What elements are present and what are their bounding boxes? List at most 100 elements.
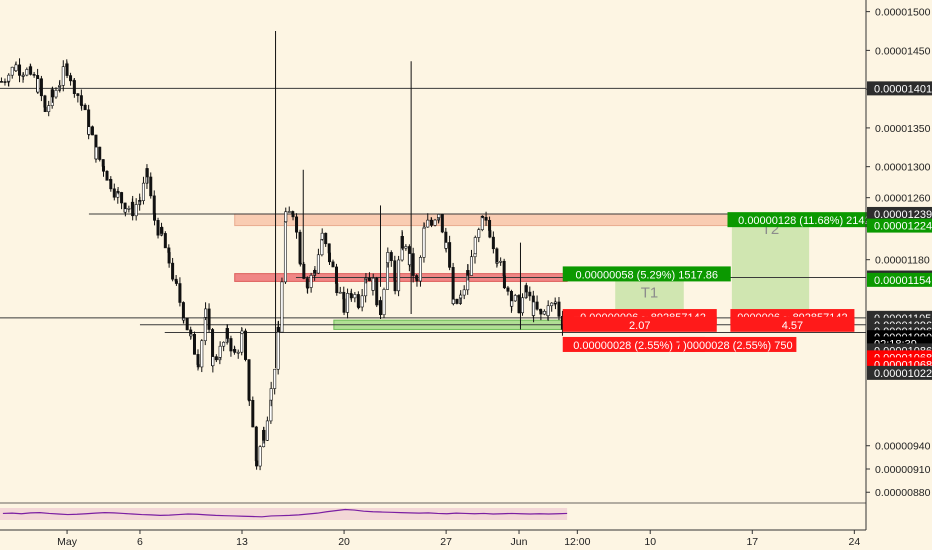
- candle-body: [539, 310, 543, 315]
- candle-body: [18, 64, 22, 76]
- y-tick-label: 0.00001260: [875, 193, 931, 205]
- candle-body: [415, 278, 419, 282]
- candle-body: [43, 106, 47, 112]
- candle-body: [302, 263, 306, 279]
- candle-body: [273, 368, 277, 389]
- candle-body: [39, 78, 43, 97]
- candle-body: [127, 208, 131, 210]
- candle-body: [338, 291, 342, 294]
- candle-body: [430, 220, 434, 226]
- candle-body: [491, 236, 495, 250]
- candle-body: [393, 260, 397, 281]
- candle-body: [444, 242, 448, 249]
- candle-body: [495, 261, 499, 264]
- candle-body: [185, 317, 189, 331]
- candle-body: [225, 328, 229, 339]
- candle-body: [320, 232, 324, 240]
- candle-body: [306, 286, 310, 289]
- candle-body: [196, 364, 200, 368]
- candle-body: [29, 66, 33, 75]
- price-axis-label-text: 0.00001154: [874, 275, 931, 287]
- annotation-box: [679, 336, 797, 352]
- candle-body: [76, 93, 80, 96]
- candle-body: [7, 74, 11, 82]
- candle-body: [36, 78, 40, 93]
- annotation-text: 0.00000028 (2.55%) 750: [573, 340, 694, 352]
- candle-body: [327, 252, 331, 263]
- annotation-box: [730, 316, 855, 332]
- candle-body: [79, 95, 83, 105]
- x-tick-label: 17: [746, 536, 758, 548]
- annotation-text: )0000028 (2.55%) 750: [683, 340, 792, 352]
- candle-body: [156, 220, 160, 236]
- candle-body: [320, 238, 324, 256]
- candle-body: [240, 330, 244, 334]
- candle-body: [269, 388, 273, 401]
- candle-body: [200, 340, 204, 368]
- candle-body: [331, 261, 335, 268]
- annotation-text: 2.07: [629, 320, 650, 332]
- candle-body: [462, 289, 466, 296]
- candle-body: [433, 219, 437, 226]
- candle-body: [400, 236, 404, 249]
- candle-body: [455, 298, 459, 304]
- candle-body: [98, 146, 102, 160]
- candle-body: [58, 85, 62, 87]
- annotation-box: [562, 266, 731, 282]
- candle-body: [488, 230, 492, 238]
- candle-body: [167, 252, 171, 264]
- candle-body: [371, 277, 375, 291]
- candle-body: [473, 253, 477, 258]
- candle-body: [141, 182, 145, 201]
- candle-body: [459, 294, 463, 299]
- candle-body: [149, 176, 153, 197]
- candle-body: [25, 69, 29, 76]
- candle-body: [367, 277, 371, 281]
- candle-body: [160, 227, 164, 234]
- candle-body: [14, 64, 18, 72]
- x-tick-label: 13: [236, 536, 248, 548]
- candle-body: [65, 63, 69, 76]
- candle-body: [105, 170, 109, 181]
- candle-body: [426, 219, 430, 228]
- candle-body: [72, 80, 76, 94]
- candle-body: [404, 246, 408, 249]
- candle-body: [480, 215, 484, 230]
- candle-body: [10, 66, 14, 76]
- candle-body: [513, 295, 517, 302]
- candle-body: [174, 280, 178, 284]
- candle-body: [386, 252, 390, 263]
- candle-body: [389, 252, 393, 262]
- y-tick-label: 0.00000880: [875, 487, 931, 499]
- target-label-t1: T1: [641, 285, 659, 302]
- candle-body: [481, 215, 485, 218]
- candle-body: [287, 211, 291, 213]
- target-box-t2: [731, 213, 810, 325]
- y-tick-label: 0.00001500: [875, 7, 931, 19]
- candle-body: [87, 126, 91, 135]
- candle-body: [517, 296, 521, 314]
- candle-body: [524, 285, 528, 293]
- candle-body: [134, 204, 138, 217]
- candle-body: [502, 275, 506, 289]
- candle-body: [204, 308, 208, 318]
- candle-body: [357, 306, 361, 308]
- candle-body: [283, 221, 287, 283]
- y-tick-label: 0.00001350: [875, 123, 931, 135]
- annotation-box: [562, 316, 717, 332]
- candle-body: [379, 300, 383, 316]
- candle-body: [251, 399, 255, 428]
- candle-body: [313, 270, 317, 274]
- candle-body: [163, 233, 167, 249]
- candle-body: [510, 300, 514, 307]
- candle-body: [222, 341, 226, 347]
- candle-body: [469, 256, 473, 276]
- candle-body: [21, 74, 25, 77]
- x-tick-label: May: [57, 536, 78, 548]
- x-tick-label: Jun: [511, 536, 528, 548]
- price-axis-label-text: 0.00001022: [874, 368, 932, 380]
- candle-body: [477, 229, 481, 238]
- candle-body: [240, 333, 244, 353]
- candle-body: [393, 280, 397, 292]
